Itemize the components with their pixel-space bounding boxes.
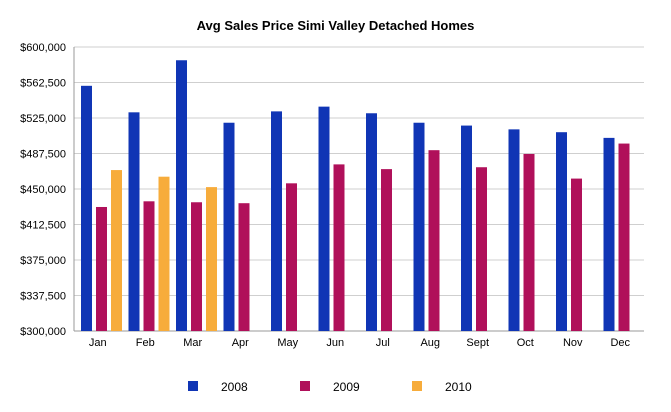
x-tick-label: Jul bbox=[376, 337, 390, 349]
bar-2008-mar bbox=[176, 60, 187, 332]
bar-2008-apr bbox=[223, 122, 235, 331]
gridlines bbox=[74, 46, 644, 332]
bar-2008-jan bbox=[81, 85, 92, 332]
x-axis-labels: Jan Feb Mar Apr May Jun Jul Aug Sept Oct Nov Dec bbox=[89, 337, 631, 349]
bar-2010-mar bbox=[206, 187, 217, 331]
bar-2008-oct bbox=[508, 129, 520, 331]
x-tick-label: Aug bbox=[420, 337, 440, 349]
bar-2008-feb bbox=[128, 112, 140, 331]
bar-2009-feb bbox=[143, 201, 155, 331]
x-tick-label: Mar bbox=[183, 337, 202, 349]
x-tick-label: May bbox=[277, 337, 298, 349]
bar-2009-sept bbox=[476, 167, 487, 331]
x-tick-label: Jun bbox=[326, 337, 344, 349]
bar-2009-mar bbox=[191, 202, 202, 331]
bar-2010-jan bbox=[111, 170, 122, 331]
y-tick-label: $600,000 bbox=[20, 42, 66, 54]
x-tick-label: Jan bbox=[89, 337, 107, 349]
x-tick-label: Sept bbox=[466, 337, 489, 349]
y-axis: $300,000 $337,500 $375,000 $412,500 $450,000… bbox=[20, 42, 75, 338]
y-tick-label: $300,000 bbox=[20, 326, 66, 338]
legend-swatch-2009 bbox=[300, 381, 310, 391]
bar-2008-dec bbox=[603, 137, 615, 331]
bar-2009-apr bbox=[238, 203, 250, 331]
y-tick-label: $375,000 bbox=[20, 255, 66, 267]
chart-title: Avg Sales Price Simi Valley Detached Hom… bbox=[196, 18, 475, 33]
y-tick-label: $487,500 bbox=[20, 149, 66, 161]
bar-2009-aug bbox=[428, 150, 440, 331]
bar-2008-jul bbox=[366, 113, 377, 332]
legend-swatch-2010 bbox=[412, 381, 422, 391]
bar-2008-aug bbox=[413, 122, 425, 331]
bar-2008-jun bbox=[318, 106, 330, 331]
bar-2009-jun bbox=[333, 164, 345, 331]
bar-2010-feb bbox=[158, 176, 170, 331]
bar-2009-dec bbox=[618, 143, 630, 331]
bar-2008-sept bbox=[461, 125, 472, 331]
legend: 2008 2009 2010 bbox=[188, 380, 472, 394]
legend-swatch-2008 bbox=[188, 381, 198, 391]
x-tick-label: Feb bbox=[136, 337, 155, 349]
legend-label-2009: 2009 bbox=[333, 380, 360, 394]
bar-2009-nov bbox=[571, 178, 582, 331]
y-tick-label: $337,500 bbox=[20, 291, 66, 303]
x-tick-label: Nov bbox=[563, 337, 583, 349]
bar-2009-jul bbox=[381, 169, 392, 331]
bars bbox=[81, 60, 630, 332]
x-tick-label: Oct bbox=[517, 337, 534, 349]
bar-2009-may bbox=[286, 183, 297, 331]
bar-2008-nov bbox=[556, 132, 567, 331]
legend-label-2010: 2010 bbox=[445, 380, 472, 394]
y-tick-label: $562,500 bbox=[20, 78, 66, 90]
x-tick-label: Dec bbox=[610, 337, 630, 349]
bar-2009-oct bbox=[523, 153, 535, 331]
y-tick-label: $412,500 bbox=[20, 220, 66, 232]
bar-2009-jan bbox=[96, 206, 107, 331]
x-tick-label: Apr bbox=[232, 337, 249, 349]
y-tick-label: $525,000 bbox=[20, 113, 66, 125]
y-tick-label: $450,000 bbox=[20, 184, 66, 196]
bar-2008-may bbox=[271, 111, 282, 331]
legend-label-2008: 2008 bbox=[221, 380, 248, 394]
